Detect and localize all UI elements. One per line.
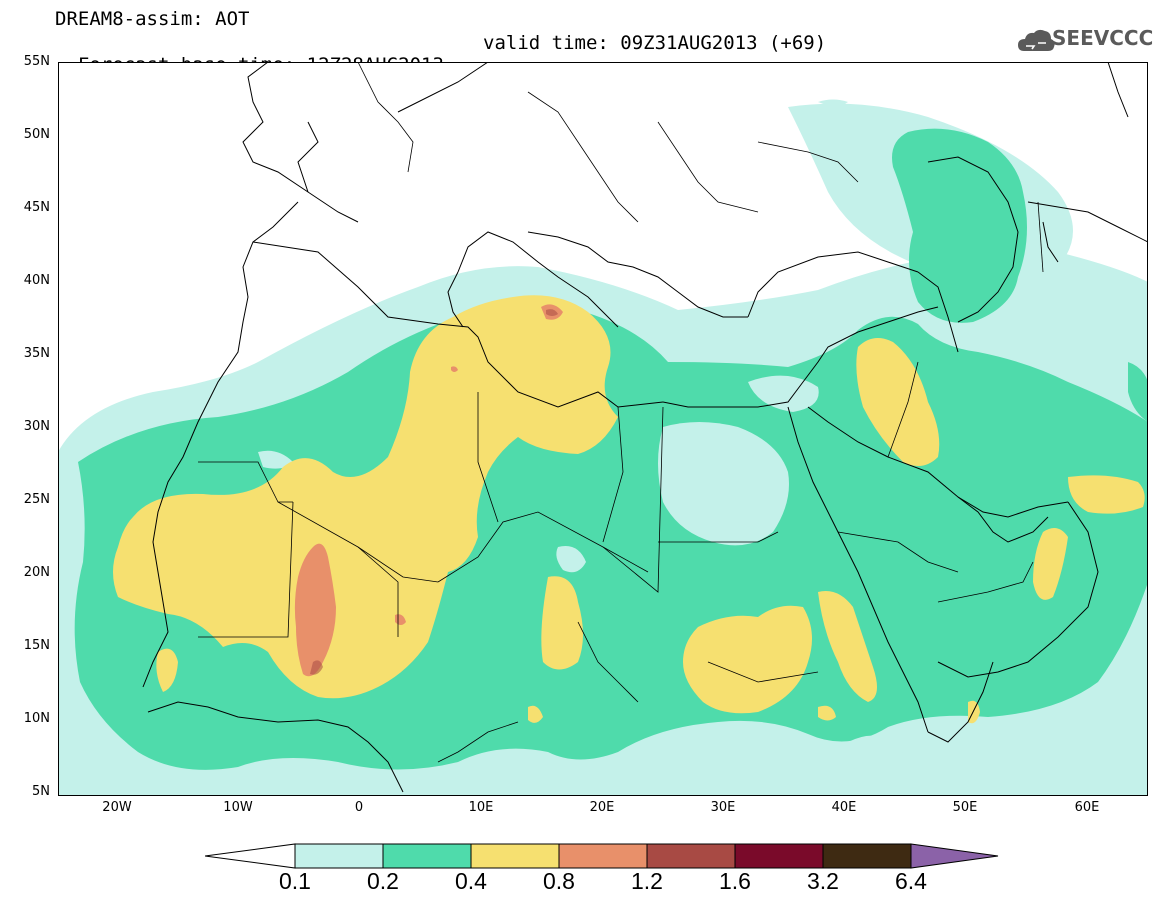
aot-band-1.2-1.6: [310, 309, 558, 675]
lon-label: 20E: [589, 800, 615, 815]
map-title: DREAM8-assim: AOT: [55, 8, 250, 30]
cloud-icon: [1018, 29, 1055, 51]
lat-label: 50N: [23, 127, 50, 142]
map-frame: [58, 62, 1148, 796]
colorbar-label: 1.6: [719, 868, 751, 894]
lon-label: 0: [354, 800, 364, 815]
colorbar-segment: [822, 843, 912, 869]
colorbar-low-arrow: [205, 843, 296, 869]
lon-label: 40E: [831, 800, 857, 815]
lat-label: 10N: [23, 711, 50, 726]
colorbar: [205, 843, 999, 869]
aot-map: [58, 62, 1148, 796]
coastlines: [142, 62, 1148, 793]
aot-band-0.4-0.8: [113, 295, 1145, 724]
lon-label: 30E: [710, 800, 736, 815]
colorbar-high-arrow: [910, 843, 999, 869]
colorbar-label: 0.1: [279, 868, 311, 894]
valid-time: valid time: 09Z31AUG2013 (+69): [483, 32, 827, 54]
lat-label: 45N: [23, 200, 50, 215]
lat-label: 20N: [23, 565, 50, 580]
aot-band-0.1-0.2-patches: [258, 360, 908, 783]
lon-label: 10W: [223, 800, 253, 815]
colorbar-label: 0.8: [543, 868, 575, 894]
logo-text: SEEVCCC: [1052, 26, 1154, 50]
colorbar-label: 1.2: [631, 868, 663, 894]
colorbar-label: 3.2: [807, 868, 839, 894]
colorbar-label: 6.4: [895, 868, 927, 894]
lat-label: 35N: [23, 346, 50, 361]
lat-label: 25N: [23, 492, 50, 507]
lat-label: 15N: [23, 638, 50, 653]
colorbar-segment: [558, 843, 648, 869]
lat-label: 40N: [23, 273, 50, 288]
colorbar-segment: [382, 843, 472, 869]
colorbar-segment: [646, 843, 736, 869]
colorbar-segment: [470, 843, 560, 869]
colorbar-label: 0.2: [367, 868, 399, 894]
lon-label: 10E: [468, 800, 494, 815]
lon-label: 50E: [952, 800, 978, 815]
colorbar-segment: [294, 843, 384, 869]
lon-label: 60E: [1074, 800, 1100, 815]
lat-label: 30N: [23, 419, 50, 434]
lat-label: 55N: [23, 54, 50, 69]
lat-label: 5N: [32, 784, 50, 799]
country-borders: [198, 62, 1044, 763]
lon-label: 20W: [102, 800, 132, 815]
colorbar-label: 0.4: [455, 868, 487, 894]
colorbar-segment: [734, 843, 824, 869]
